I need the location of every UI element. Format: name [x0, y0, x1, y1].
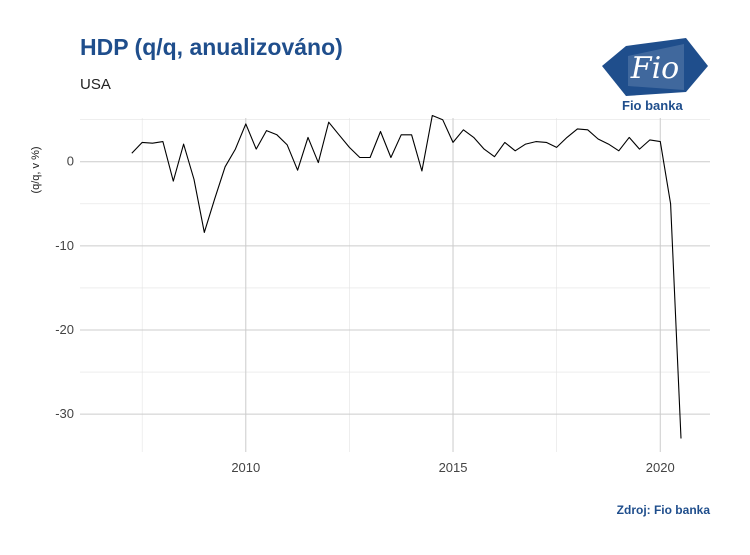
chart-title: HDP (q/q, anualizováno)	[80, 34, 343, 60]
y-tick-label: 0	[67, 154, 74, 169]
y-tick-label: -10	[55, 238, 74, 253]
y-tick-label: -30	[55, 406, 74, 421]
x-tick-label: 2020	[646, 460, 675, 475]
y-tick-label: -20	[55, 322, 74, 337]
logo-mark-text: Fio	[630, 51, 679, 86]
x-tick-label: 2015	[439, 460, 468, 475]
source-note: Zdroj: Fio banka	[616, 503, 710, 517]
chart-subtitle: USA	[80, 76, 111, 93]
series-line	[131, 114, 682, 439]
logo-name: Fio banka	[622, 98, 683, 113]
fio-logo-icon: Fio	[602, 38, 708, 96]
x-tick-label: 2010	[231, 460, 260, 475]
